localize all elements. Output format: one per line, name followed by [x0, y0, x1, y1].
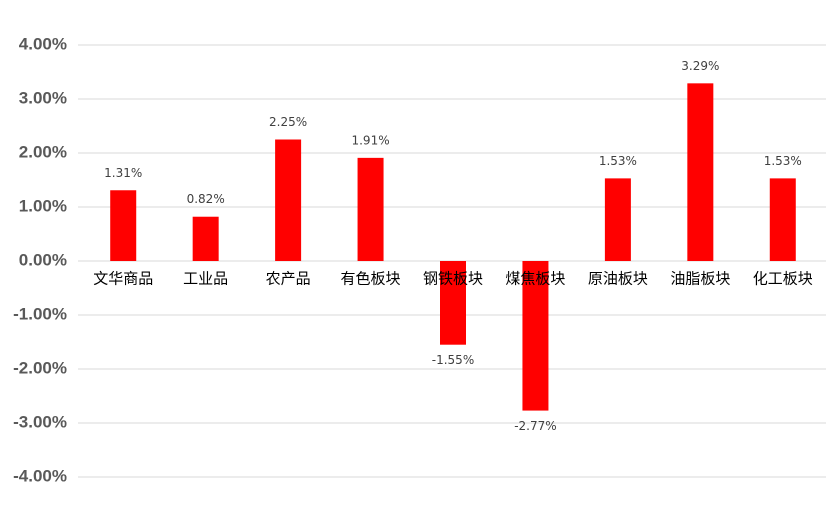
value-label: 2.25%: [269, 115, 307, 129]
y-tick-label: 4.00%: [19, 34, 67, 53]
value-label: 1.53%: [599, 154, 637, 168]
value-label: 3.29%: [681, 59, 719, 73]
x-tick-label: 原油板块: [588, 270, 648, 288]
bar: [604, 178, 631, 261]
bar: [357, 157, 384, 261]
y-tick-label: 2.00%: [19, 142, 67, 161]
bar: [275, 139, 302, 261]
bar: [440, 261, 466, 345]
value-label: -2.77%: [514, 419, 556, 433]
y-tick-label: -2.00%: [13, 358, 67, 377]
x-tick-label: 油脂板块: [670, 270, 730, 288]
bar: [687, 83, 714, 261]
x-tick-label: 工业品: [183, 270, 228, 288]
x-tick-label: 钢铁板块: [423, 270, 483, 288]
x-tick-label: 文华商品: [93, 270, 153, 288]
x-tick-label: 农产品: [266, 270, 311, 288]
value-label: 1.53%: [764, 154, 802, 168]
x-tick-label: 煤焦板块: [505, 270, 565, 288]
y-tick-label: -3.00%: [13, 412, 67, 431]
y-tick-label: 1.00%: [19, 196, 67, 215]
bar: [769, 178, 796, 261]
y-tick-label: 0.00%: [19, 250, 67, 269]
value-label: 1.31%: [104, 166, 142, 180]
value-label: -1.55%: [432, 353, 474, 367]
y-tick-label: -4.00%: [13, 466, 67, 485]
value-label: 0.82%: [187, 192, 225, 206]
y-tick-label: 3.00%: [19, 88, 67, 107]
value-label: 1.91%: [351, 133, 389, 147]
x-tick-label: 化工板块: [753, 270, 813, 288]
bar: [522, 261, 549, 411]
y-tick-label: -1.00%: [13, 304, 67, 323]
bar: [192, 216, 219, 261]
x-tick-label: 有色板块: [341, 270, 401, 288]
bar: [110, 190, 137, 261]
